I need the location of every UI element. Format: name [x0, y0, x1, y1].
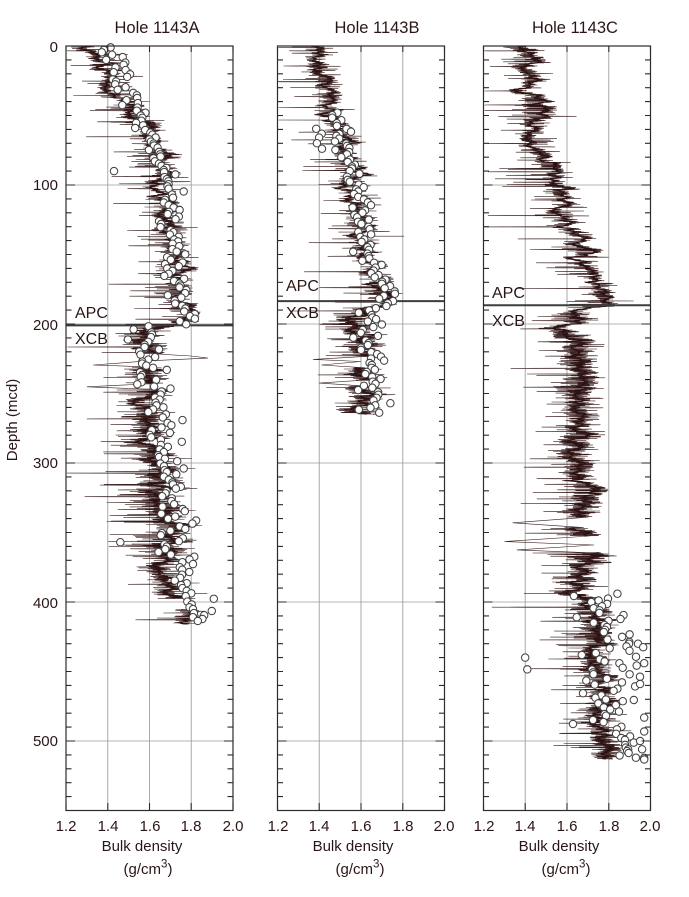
- svg-text:2.0: 2.0: [223, 818, 244, 835]
- svg-text:2.0: 2.0: [640, 818, 661, 835]
- svg-text:Bulk density: Bulk density: [102, 838, 183, 855]
- svg-text:APC: APC: [492, 285, 525, 302]
- svg-text:1.4: 1.4: [98, 818, 119, 835]
- svg-text:0: 0: [50, 39, 58, 56]
- svg-text:(g/cm3): (g/cm3): [542, 859, 591, 879]
- svg-text:Bulk density: Bulk density: [313, 838, 394, 855]
- svg-text:XCB: XCB: [492, 313, 525, 330]
- svg-text:APC: APC: [75, 305, 108, 322]
- svg-text:XCB: XCB: [286, 305, 319, 322]
- svg-text:1.8: 1.8: [599, 818, 620, 835]
- svg-text:1.6: 1.6: [140, 818, 161, 835]
- svg-text:Depth (mcd): Depth (mcd): [4, 379, 21, 462]
- svg-text:Hole 1143A: Hole 1143A: [114, 19, 199, 37]
- svg-text:500: 500: [33, 733, 58, 750]
- svg-text:1.8: 1.8: [393, 818, 414, 835]
- svg-text:200: 200: [33, 317, 58, 334]
- svg-text:2.0: 2.0: [434, 818, 455, 835]
- svg-text:(g/cm3): (g/cm3): [336, 859, 385, 879]
- svg-text:400: 400: [33, 595, 58, 612]
- svg-text:1.2: 1.2: [268, 818, 289, 835]
- svg-text:1.8: 1.8: [181, 818, 202, 835]
- svg-text:1.4: 1.4: [515, 818, 536, 835]
- svg-text:APC: APC: [286, 278, 319, 295]
- svg-text:Hole 1143C: Hole 1143C: [532, 19, 618, 37]
- svg-text:XCB: XCB: [75, 331, 108, 348]
- svg-text:1.6: 1.6: [557, 818, 578, 835]
- svg-text:Bulk density: Bulk density: [519, 838, 600, 855]
- svg-text:1.2: 1.2: [56, 818, 77, 835]
- svg-text:(g/cm3): (g/cm3): [124, 859, 173, 879]
- svg-text:Hole 1143B: Hole 1143B: [334, 19, 419, 37]
- svg-text:100: 100: [33, 177, 58, 194]
- svg-text:1.6: 1.6: [351, 818, 372, 835]
- svg-text:1.2: 1.2: [474, 818, 495, 835]
- svg-text:300: 300: [33, 455, 58, 472]
- svg-text:1.4: 1.4: [309, 818, 330, 835]
